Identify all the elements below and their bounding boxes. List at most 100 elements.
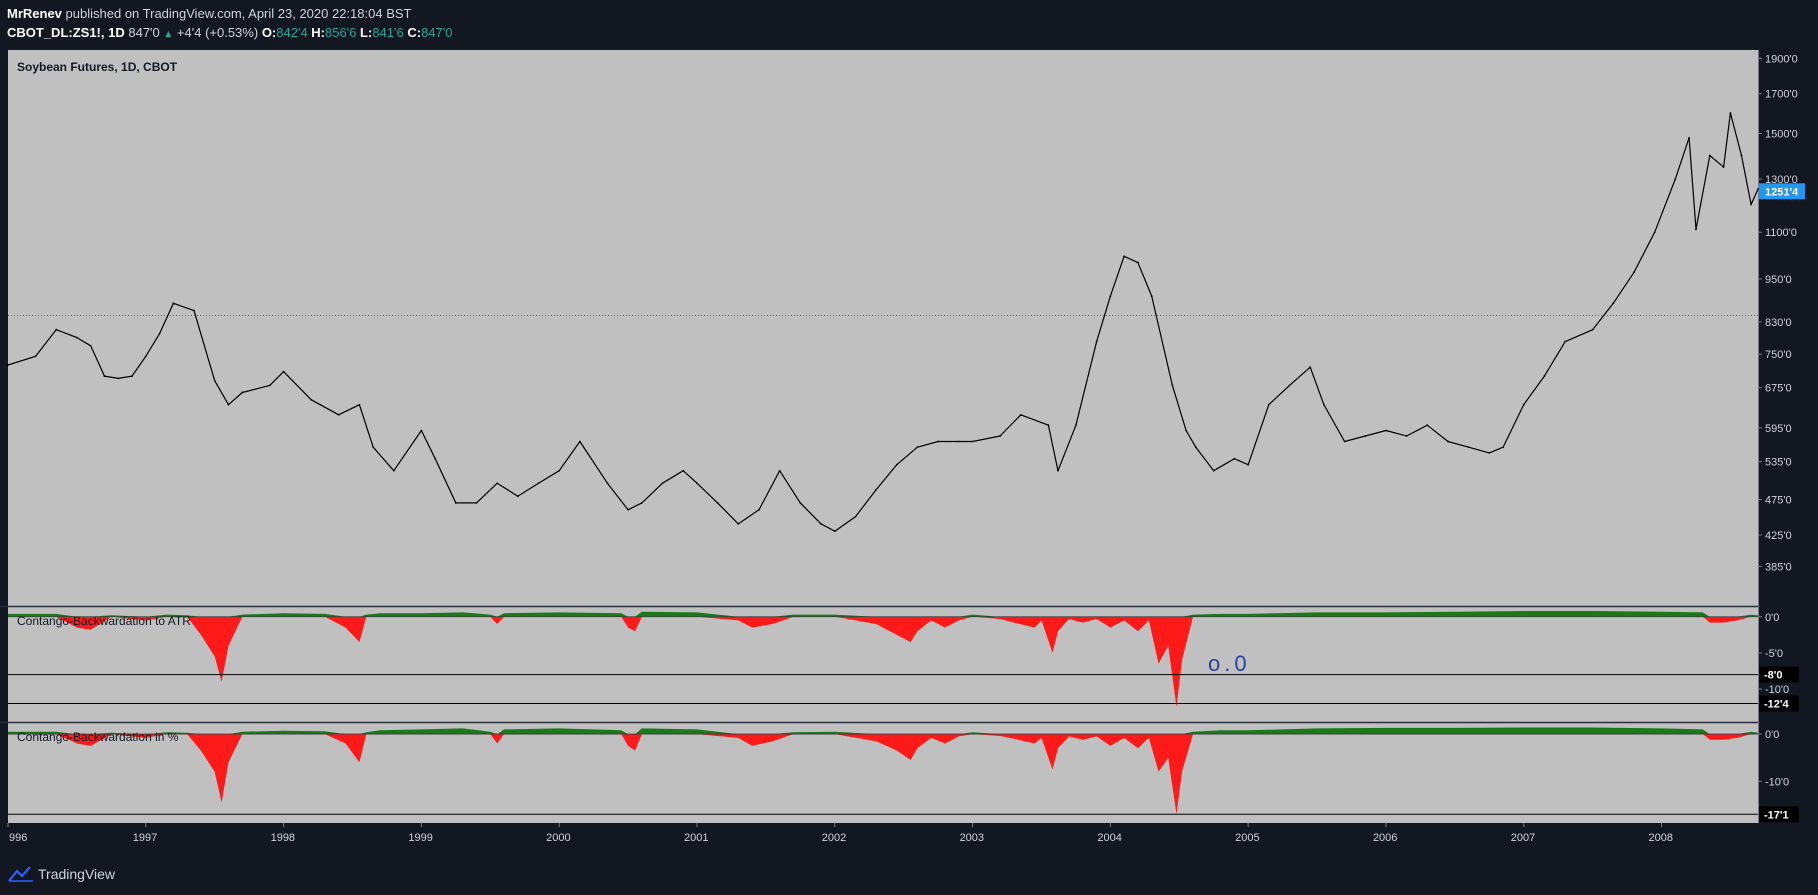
- price-data-point: [475, 502, 478, 504]
- price-axis-label: 535'0: [1765, 457, 1792, 469]
- price-data-point: [627, 508, 629, 511]
- chart-header: MrRenev published on TradingView.com, Ap…: [0, 0, 1818, 48]
- price-data-point: [1123, 255, 1126, 258]
- price-data-point: [434, 457, 437, 460]
- publish-info: MrRenev published on TradingView.com, Ap…: [7, 6, 411, 21]
- close-label: C:: [407, 25, 422, 40]
- price-axis-label: 1900'0: [1765, 53, 1798, 65]
- price-data-point: [875, 488, 878, 491]
- price-data-point: [1343, 440, 1346, 443]
- price-data-point: [1740, 154, 1743, 157]
- price-axis-label: 1300'0: [1765, 174, 1798, 186]
- price-data-point: [172, 302, 175, 305]
- close-value: 847'0: [421, 25, 453, 40]
- price-data-point: [1674, 178, 1677, 180]
- price-data-point: [392, 469, 395, 472]
- price-data-point: [558, 469, 561, 472]
- ohlc-legend: CBOT_DL:ZS1!, 1D 847'0 ▲ +4'4 (+0.53%) O…: [7, 25, 452, 40]
- indicator-value-badge: [1759, 806, 1799, 823]
- last-price-badge: [1759, 183, 1805, 200]
- price-data-point: [1708, 154, 1711, 157]
- time-axis-label: 996: [9, 832, 27, 844]
- price-data-point: [1633, 271, 1635, 274]
- high-value: 856'6: [325, 25, 357, 40]
- price-data-point: [1185, 429, 1188, 432]
- price-data-point: [1137, 261, 1139, 264]
- price-data-point: [117, 377, 120, 380]
- last-price: 847'0: [128, 25, 160, 40]
- price-data-point: [661, 482, 664, 485]
- price-axis-label: 425'0: [1765, 530, 1792, 542]
- open-label: O:: [261, 25, 277, 40]
- tradingview-logo-icon[interactable]: [8, 865, 34, 883]
- price-axis-label: 1500'0: [1765, 129, 1798, 141]
- indicator-axis-label: 0'0: [1765, 729, 1779, 741]
- price-data-point: [895, 463, 898, 466]
- time-axis-label: 1998: [271, 832, 295, 844]
- price-data-point: [1405, 435, 1408, 437]
- price-data-point: [1729, 112, 1732, 114]
- time-axis-label: 2005: [1235, 832, 1259, 844]
- price-data-point: [1385, 429, 1387, 432]
- price-data-point: [1267, 403, 1270, 406]
- price-data-point: [578, 440, 581, 443]
- price-data-point: [833, 530, 836, 533]
- price-data-point: [144, 355, 147, 358]
- price-data-point: [1750, 203, 1753, 206]
- tradingview-brand[interactable]: TradingView: [38, 866, 116, 882]
- indicator-value-label: -8'0: [1764, 670, 1783, 682]
- price-data-point: [1543, 375, 1546, 378]
- price-data-point: [1247, 463, 1250, 466]
- price-data-point: [55, 328, 58, 331]
- price-data-point: [1522, 403, 1525, 406]
- indicator-value-label: -12'4: [1764, 699, 1790, 711]
- indicator-axis-label: -10'0: [1765, 684, 1789, 696]
- price-axis-label: 1100'0: [1765, 227, 1797, 239]
- indicator-axis-label: -5'0: [1765, 648, 1783, 660]
- price-data-point: [372, 446, 375, 449]
- price-axis-label: 385'0: [1765, 561, 1792, 573]
- price-data-point: [358, 403, 361, 406]
- indicator-2-title: Contango-Backwardation in %: [17, 730, 179, 744]
- low-value: 841'6: [372, 25, 404, 40]
- price-data-point: [606, 482, 609, 485]
- price-data-point: [1150, 295, 1153, 298]
- price-data-point: [7, 364, 9, 366]
- price-data-point: [241, 391, 244, 394]
- price-data-point: [1688, 136, 1691, 139]
- price-data-point: [282, 370, 285, 373]
- time-axis-label: 1997: [133, 832, 157, 844]
- open-value: 842'4: [276, 25, 308, 40]
- price-data-point: [1488, 451, 1491, 454]
- price-data-point: [1612, 302, 1615, 305]
- time-axis-label: 2001: [684, 832, 708, 844]
- price-data-point: [516, 495, 519, 498]
- price-data-point: [1309, 366, 1312, 369]
- price-axis-label: 830'0: [1765, 317, 1792, 329]
- price-data-point: [75, 336, 78, 339]
- last-price-badge-label: 1251'4: [1765, 186, 1799, 198]
- price-data-point: [1447, 440, 1449, 443]
- symbol-label: CBOT_DL:ZS1!, 1D: [7, 25, 125, 40]
- price-data-point: [1323, 403, 1325, 406]
- price-data-point: [682, 469, 685, 472]
- author-name[interactable]: MrRenev: [7, 6, 62, 21]
- price-axis-label: 675'0: [1765, 383, 1792, 395]
- price-data-point: [737, 523, 740, 525]
- price-data-point: [1722, 166, 1725, 168]
- price-data-point: [310, 398, 313, 401]
- price-data-point: [1288, 384, 1291, 387]
- low-label: L:: [360, 25, 373, 40]
- price-data-point: [957, 440, 960, 443]
- indicator-axis-label: 0'0: [1765, 612, 1779, 624]
- price-data-point: [496, 482, 499, 485]
- price-data-point: [1047, 424, 1050, 427]
- price-data-point: [916, 446, 919, 449]
- price-data-point: [158, 332, 161, 335]
- pane-background-1: [8, 50, 1758, 606]
- price-data-point: [103, 375, 106, 378]
- price-data-point: [537, 482, 540, 485]
- price-data-point: [1109, 295, 1112, 298]
- indicator-value-badge: [1759, 695, 1799, 712]
